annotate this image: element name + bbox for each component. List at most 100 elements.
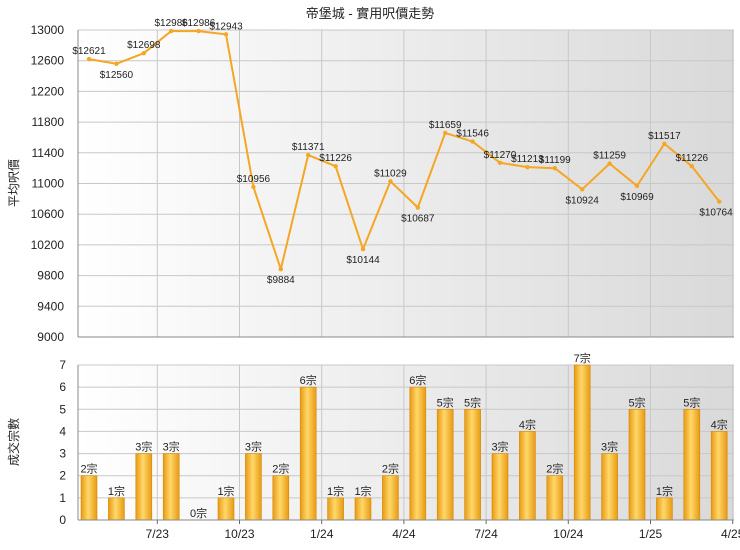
count-bar [464, 408, 481, 521]
chart-title: 帝堡城 - 實用呎價走勢 [306, 6, 435, 21]
price-data-label: $11226 [319, 153, 352, 164]
price-data-label: $11199 [539, 155, 571, 166]
price-data-labels: $12621$12560$12698$12986$12986$12943$109… [72, 18, 733, 286]
count-bar [245, 453, 262, 521]
price-data-label: $10969 [620, 192, 654, 203]
count-data-label: 2宗 [546, 462, 563, 476]
price-data-label: $10764 [699, 208, 733, 219]
price-data-label: $11213 [511, 154, 544, 165]
count-data-label: 1宗 [354, 484, 371, 498]
count-bar [162, 453, 180, 521]
price-point [415, 205, 420, 210]
price-y-tick-label: 12600 [31, 54, 65, 68]
count-data-label: 3宗 [135, 440, 152, 454]
price-line [88, 30, 720, 271]
axes: 9000940098001020010600110001140011800122… [31, 23, 740, 541]
count-y-tick-label: 1 [59, 491, 66, 505]
count-y-tick-label: 4 [59, 424, 66, 438]
price-point [251, 184, 256, 190]
price-data-label: $11371 [292, 142, 325, 153]
price-data-label: $11029 [374, 168, 407, 179]
price-data-label: $10924 [566, 195, 600, 206]
count-bar [683, 408, 701, 521]
price-point [552, 166, 557, 171]
price-point [470, 139, 475, 144]
price-point [607, 161, 612, 166]
price-y-tick-label: 10600 [31, 207, 65, 221]
count-data-label: 1宗 [108, 484, 125, 498]
price-y-tick-label: 11800 [32, 115, 65, 129]
price-data-label: $10687 [401, 214, 435, 225]
price-y-tick-label: 9000 [37, 330, 64, 344]
count-data-label: 5宗 [683, 395, 700, 409]
price-data-label: $12986 [155, 18, 189, 29]
price-point [278, 266, 283, 272]
price-data-label: $11226 [675, 153, 708, 164]
x-tick-label: 4/25 [721, 527, 740, 541]
price-point [689, 163, 694, 169]
count-data-label: 4宗 [711, 417, 728, 431]
price-point [169, 28, 174, 34]
price-point [196, 28, 201, 34]
price-point [141, 50, 146, 56]
count-bar [299, 386, 317, 521]
count-data-labels: 2宗 1宗 3宗 3宗 0宗 1宗 3宗 2宗 6宗 1宗 1宗 2宗 6宗 5宗 5宗 3宗 4宗 2宗 7宗 3宗… [80, 351, 727, 520]
count-bar [382, 475, 399, 521]
x-tick-label: 7/23 [146, 527, 170, 541]
price-data-label: $10144 [346, 255, 380, 266]
price-data-label: $12698 [127, 40, 161, 51]
count-bar [409, 386, 427, 521]
price-point [306, 152, 311, 158]
x-tick-label: 4/24 [392, 527, 416, 541]
count-data-label: 3宗 [491, 440, 508, 454]
count-data-label: 1宗 [217, 484, 234, 498]
x-tick-label: 1/24 [310, 527, 334, 541]
price-point [223, 32, 229, 37]
price-point [333, 163, 338, 169]
price-point [388, 179, 393, 184]
price-point [634, 183, 640, 189]
count-bar [710, 431, 728, 521]
x-tick-label: 1/25 [639, 527, 663, 541]
price-data-label: $10956 [237, 174, 271, 185]
price-point [497, 160, 503, 165]
price-data-label: $11546 [456, 129, 489, 140]
count-y-tick-label: 2 [59, 469, 66, 483]
count-y-tick-label: 3 [59, 447, 66, 461]
count-data-label: 0宗 [190, 506, 207, 520]
price-data-label: $12621 [72, 46, 106, 57]
count-bar [327, 497, 344, 521]
count-bar [217, 497, 235, 521]
price-y-tick-label: 12200 [31, 84, 65, 98]
count-data-label: 3宗 [601, 440, 618, 454]
price-data-label: $11259 [593, 151, 626, 162]
price-point [580, 187, 585, 192]
count-bar [573, 364, 591, 521]
price-point [662, 141, 667, 147]
count-data-label: 3宗 [163, 440, 180, 454]
price-y-tick-label: 10200 [31, 238, 65, 252]
count-y-tick-label: 0 [59, 513, 66, 527]
count-y-tick-label: 6 [59, 380, 66, 394]
count-y-axis-label: 成交宗數 [6, 418, 21, 466]
count-data-label: 2宗 [80, 462, 97, 476]
count-bar [519, 431, 536, 521]
price-line-layer [86, 28, 722, 272]
price-data-label: $11659 [429, 120, 462, 131]
count-bar [108, 497, 125, 521]
price-data-label: $12986 [182, 18, 216, 29]
price-point [717, 199, 722, 204]
x-tick-label: 10/23 [224, 527, 254, 541]
x-tick-label: 7/24 [474, 527, 498, 541]
count-data-label: 1宗 [327, 484, 344, 498]
count-bar [656, 497, 673, 521]
price-y-tick-label: 11400 [32, 146, 65, 160]
count-data-label: 2宗 [382, 462, 399, 476]
price-point [525, 164, 530, 170]
count-bar [601, 453, 618, 521]
count-data-label: 3宗 [245, 440, 262, 454]
count-data-label: 1宗 [656, 484, 673, 498]
count-data-label: 5宗 [464, 395, 481, 409]
count-bar [546, 475, 564, 521]
